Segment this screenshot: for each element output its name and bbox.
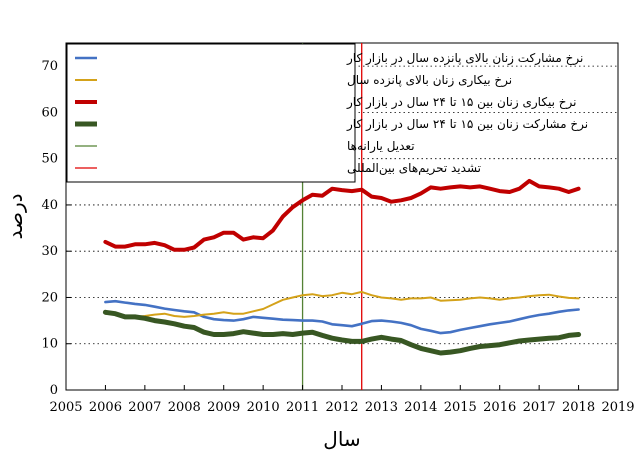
x-tick-label: 2018 bbox=[562, 400, 595, 415]
x-tick-label: 2005 bbox=[49, 400, 82, 415]
y-axis-title: درصد bbox=[3, 193, 27, 239]
x-tick-label: 2014 bbox=[404, 400, 437, 415]
legend-box bbox=[66, 43, 356, 183]
x-tick-label: 2012 bbox=[325, 400, 358, 415]
x-axis-title: سال bbox=[323, 427, 360, 450]
y-tick-label: 10 bbox=[41, 337, 58, 352]
y-tick-label: 50 bbox=[41, 152, 58, 167]
y-tick-label: 20 bbox=[41, 290, 58, 305]
x-tick-label: 2007 bbox=[128, 400, 161, 415]
y-tick-label: 40 bbox=[41, 198, 58, 213]
y-tick-label: 0 bbox=[50, 383, 58, 398]
legend: نرخ مشارکت زنان بالای پانزده سال در بازا… bbox=[66, 43, 588, 183]
axes: 0 10 20 30 40 50 60 70 2005 2006 2007 2008 2009 2010 2… bbox=[41, 59, 634, 415]
series-line bbox=[104, 290, 580, 318]
series bbox=[102, 178, 582, 356]
x-tick-label: 2013 bbox=[365, 400, 398, 415]
legend-label: نرخ بیکاری زنان بین ۱۵ تا ۲۴ سال در بازا… bbox=[346, 95, 576, 110]
y-tick-label: 60 bbox=[41, 105, 58, 120]
series-line bbox=[104, 299, 580, 335]
x-tick-label: 2009 bbox=[207, 400, 240, 415]
x-tick-label: 2019 bbox=[601, 400, 634, 415]
legend-label: نرخ مشارکت زنان بالای پانزده سال در بازا… bbox=[346, 51, 583, 66]
y-tick-label: 70 bbox=[41, 59, 58, 74]
y-tick-label: 30 bbox=[41, 244, 58, 259]
legend-label: نرخ مشارکت زنان بین ۱۵ تا ۲۴ سال در بازا… bbox=[346, 117, 588, 132]
series-line bbox=[103, 178, 581, 252]
x-tick-label: 2008 bbox=[168, 400, 201, 415]
x-tick-label: 2015 bbox=[444, 400, 477, 415]
series-line bbox=[102, 309, 582, 356]
x-tick-label: 2016 bbox=[483, 400, 516, 415]
x-tick-label: 2010 bbox=[247, 400, 280, 415]
legend-label: تشدید تحریم‌های بین‌المللی bbox=[347, 161, 481, 176]
x-tick-label: 2017 bbox=[523, 400, 556, 415]
legend-label: نرخ بیکاری زنان بالای پانزده سال bbox=[347, 73, 512, 88]
x-tick-label: 2011 bbox=[286, 400, 319, 415]
legend-label: تعدیل یارانه‌ها bbox=[347, 139, 415, 154]
x-tick-label: 2006 bbox=[89, 400, 122, 415]
